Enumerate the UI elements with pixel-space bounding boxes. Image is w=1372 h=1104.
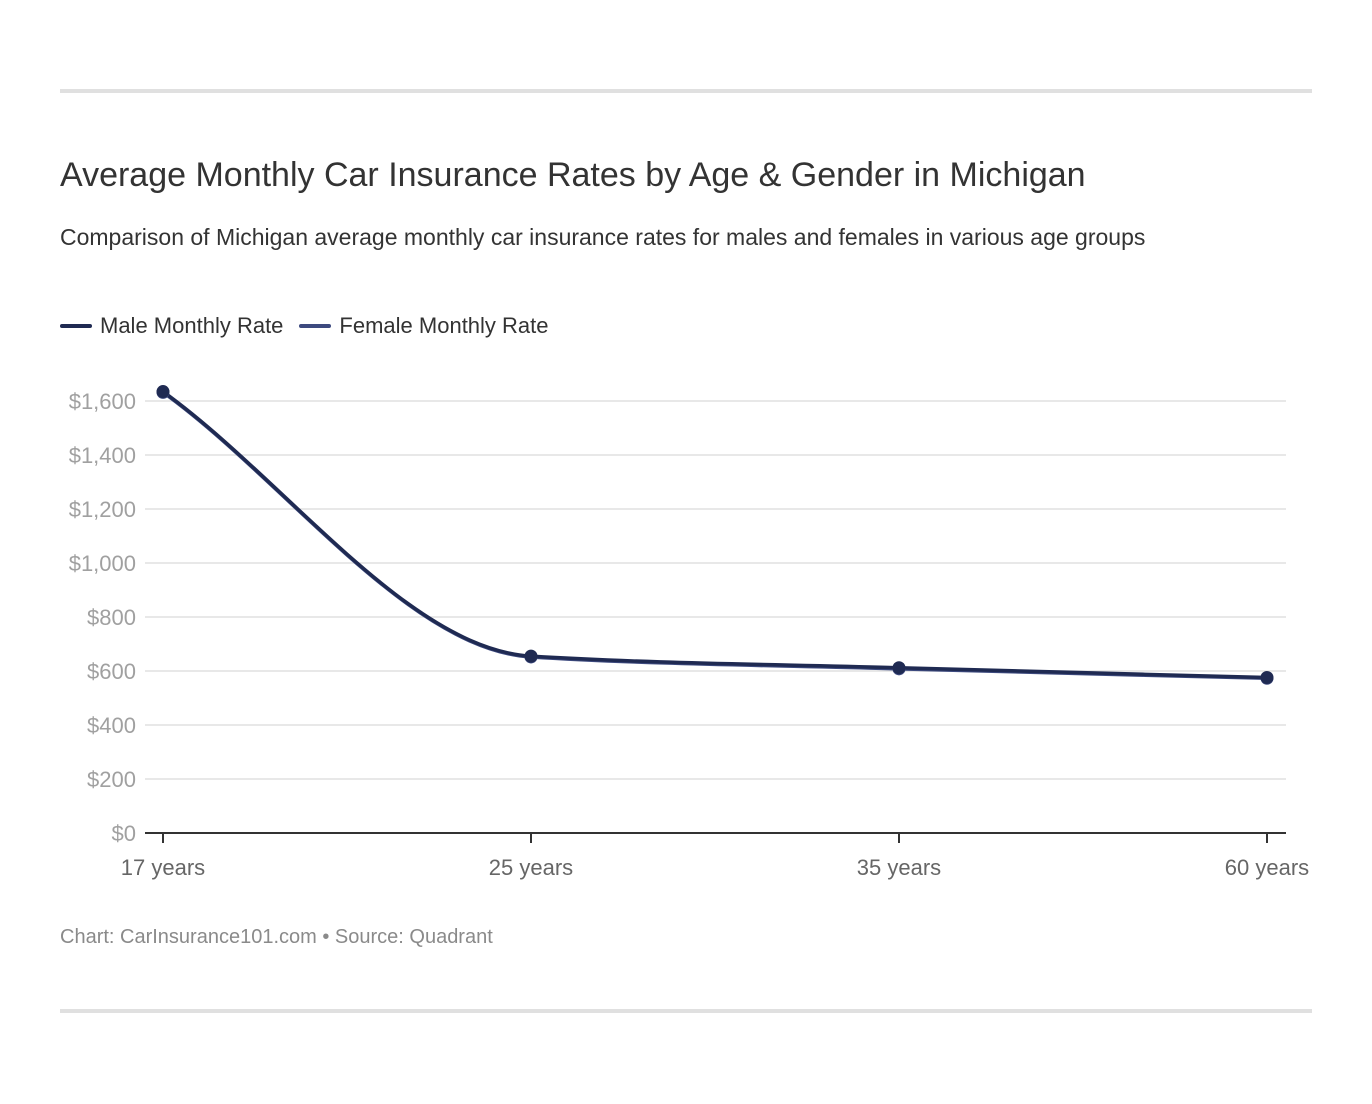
x-tick-label: 60 years [1225, 855, 1309, 880]
x-tick-label: 25 years [489, 855, 573, 880]
legend-swatch-male [60, 324, 92, 328]
y-tick-label: $0 [112, 821, 136, 846]
y-tick-label: $1,400 [69, 443, 136, 468]
bottom-divider [60, 1009, 1312, 1013]
top-divider [60, 89, 1312, 93]
chart-credit: Chart: CarInsurance101.com • Source: Qua… [60, 926, 493, 948]
data-point-male [524, 649, 538, 663]
y-tick-label: $1,600 [69, 389, 136, 414]
legend-label-male: Male Monthly Rate [100, 313, 284, 338]
legend-swatch-female [299, 324, 332, 328]
y-tick-label: $1,200 [69, 497, 136, 522]
chart-subtitle: Comparison of Michigan average monthly c… [60, 224, 1146, 250]
y-tick-label: $1,000 [69, 551, 136, 576]
chart-legend: Male Monthly Rate Female Monthly Rate [60, 311, 565, 341]
data-point-male [892, 661, 906, 675]
x-tick-label: 35 years [857, 855, 941, 880]
chart-title: Average Monthly Car Insurance Rates by A… [60, 156, 1086, 194]
y-tick-label: $800 [87, 605, 136, 630]
legend-item-female[interactable]: Female Monthly Rate [299, 313, 549, 339]
y-tick-label: $400 [87, 713, 136, 738]
y-tick-label: $200 [87, 767, 136, 792]
data-point-male [1260, 670, 1274, 684]
legend-item-male[interactable]: Male Monthly Rate [60, 313, 283, 339]
series-line-male [161, 390, 1268, 680]
data-point-male [156, 385, 170, 399]
x-tick-label: 17 years [121, 855, 205, 880]
y-tick-label: $600 [87, 659, 136, 684]
legend-label-female: Female Monthly Rate [339, 313, 549, 338]
